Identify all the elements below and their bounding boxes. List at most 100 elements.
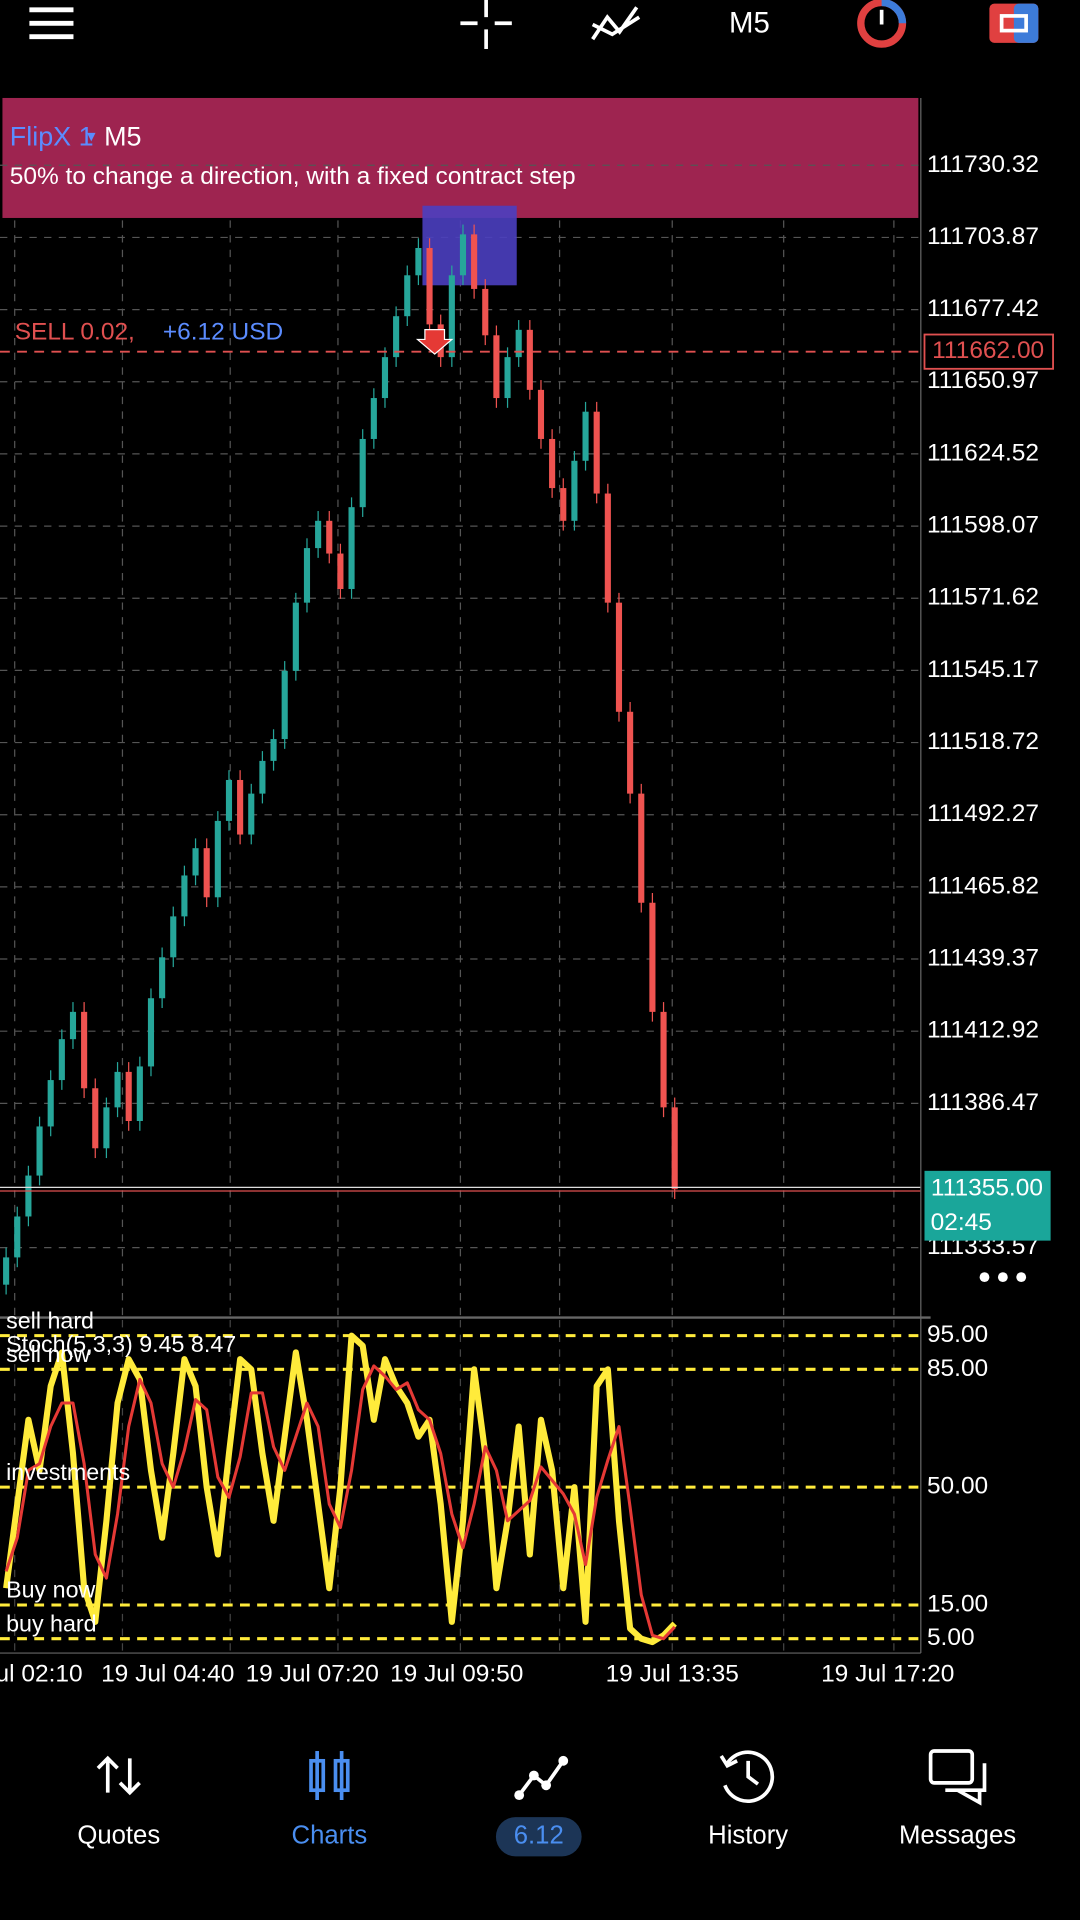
candle <box>303 548 311 603</box>
trade-label: SELL 0.02, <box>15 319 135 346</box>
trade-profit: +6.12 USD <box>163 319 283 346</box>
candle <box>25 1175 32 1217</box>
nav-label: History <box>708 1822 788 1850</box>
expert-description: 50% to change a direction, with a fixed … <box>10 163 576 190</box>
candle <box>504 357 511 399</box>
nav-label: Charts <box>292 1822 368 1850</box>
candle <box>593 411 600 494</box>
candle <box>36 1126 43 1176</box>
candle <box>92 1088 99 1149</box>
trade-price-tag <box>923 333 1054 370</box>
expert-banner <box>2 97 919 218</box>
candle <box>515 329 522 358</box>
candle <box>471 234 478 289</box>
candle <box>192 848 199 876</box>
candle <box>81 1011 88 1089</box>
current-price-tag <box>924 1170 1051 1241</box>
candle <box>459 234 467 276</box>
trade-button[interactable] <box>989 3 1039 43</box>
y-tick-label: 111439.37 <box>927 944 1039 971</box>
nav-history[interactable]: History <box>708 1750 788 1850</box>
x-tick-label: 19 Jul 13:35 <box>606 1661 739 1688</box>
stoch-line <box>3 1332 677 1646</box>
candle <box>181 875 188 917</box>
y-tick-label: 111703.87 <box>927 223 1039 250</box>
y-tick-label: 111730.32 <box>927 151 1039 178</box>
y-tick-label: 15.00 <box>927 1590 988 1617</box>
candle <box>381 357 389 399</box>
y-tick-label: 50.00 <box>927 1473 988 1500</box>
sell-arrow <box>415 329 454 355</box>
candle <box>147 998 155 1067</box>
candle <box>214 820 221 898</box>
candle <box>660 1011 667 1108</box>
current-price-label: 111355.00 <box>931 1175 1043 1202</box>
candle <box>549 438 556 489</box>
candle <box>560 488 567 521</box>
y-tick-label: 111465.82 <box>927 872 1039 899</box>
candle <box>47 1080 54 1127</box>
objects-button[interactable] <box>857 0 907 48</box>
more-button[interactable] <box>979 1272 1027 1283</box>
highlight-zone <box>422 205 517 286</box>
candle <box>315 520 322 549</box>
candle <box>281 670 288 740</box>
candle <box>393 316 400 358</box>
level-name: buy hard <box>6 1610 96 1636</box>
nav-trade[interactable]: 6.12 <box>495 1755 582 1857</box>
level-name: Buy now <box>6 1577 95 1603</box>
stoch-line <box>4 1364 676 1641</box>
nav-charts[interactable]: Charts <box>292 1751 368 1850</box>
bar-timer: 02:45 <box>931 1209 992 1236</box>
y-tick-label: 95.00 <box>927 1321 988 1348</box>
candle <box>58 1039 65 1081</box>
candle <box>248 793 255 835</box>
candle <box>348 507 355 590</box>
candle <box>159 957 166 999</box>
candle <box>571 460 578 521</box>
candle <box>69 1011 77 1040</box>
x-tick-label: 19 Jul 09:50 <box>390 1661 523 1688</box>
candle <box>237 779 244 835</box>
menu-button[interactable] <box>29 7 74 40</box>
y-tick-label: 111571.62 <box>927 584 1039 611</box>
candle <box>649 902 656 1012</box>
candle <box>671 1107 678 1190</box>
y-tick-label: 111545.17 <box>927 656 1039 683</box>
y-tick-label: 111677.42 <box>927 295 1039 322</box>
candle <box>615 602 623 712</box>
nav-label: Quotes <box>77 1822 160 1850</box>
candle <box>225 779 233 821</box>
candle <box>370 398 377 439</box>
candle <box>426 248 433 325</box>
y-tick-label: 111386.47 <box>927 1089 1039 1116</box>
candle <box>337 553 344 590</box>
y-tick-label: 5.00 <box>927 1624 975 1651</box>
indicators-button[interactable] <box>591 6 641 41</box>
y-tick-label: 111598.07 <box>927 512 1039 539</box>
nav-messages[interactable]: Messages <box>899 1749 1016 1850</box>
crosshair-button[interactable] <box>460 0 512 49</box>
y-tick-label: 111624.52 <box>927 439 1039 466</box>
candle <box>482 288 489 336</box>
y-tick-label: 111412.92 <box>927 1017 1039 1044</box>
expert-timeframe: M5 <box>104 121 141 151</box>
candle <box>526 329 533 390</box>
nav-quotes[interactable]: Quotes <box>77 1755 160 1850</box>
candle <box>493 335 500 399</box>
y-tick-label: 111650.97 <box>927 367 1039 394</box>
timeframe-button[interactable]: M5 <box>729 6 770 39</box>
trade-price-label: 111662.00 <box>932 337 1044 364</box>
candle <box>359 438 366 508</box>
expert-marker: ▾ <box>87 126 96 146</box>
candle <box>270 739 277 761</box>
candle <box>259 760 266 794</box>
candle <box>125 1071 132 1121</box>
candle <box>103 1107 110 1149</box>
candle <box>114 1071 121 1108</box>
x-tick-label: 19 Jul 17:20 <box>821 1661 954 1688</box>
x-tick-label: 19 Jul 02:10 <box>0 1661 83 1688</box>
